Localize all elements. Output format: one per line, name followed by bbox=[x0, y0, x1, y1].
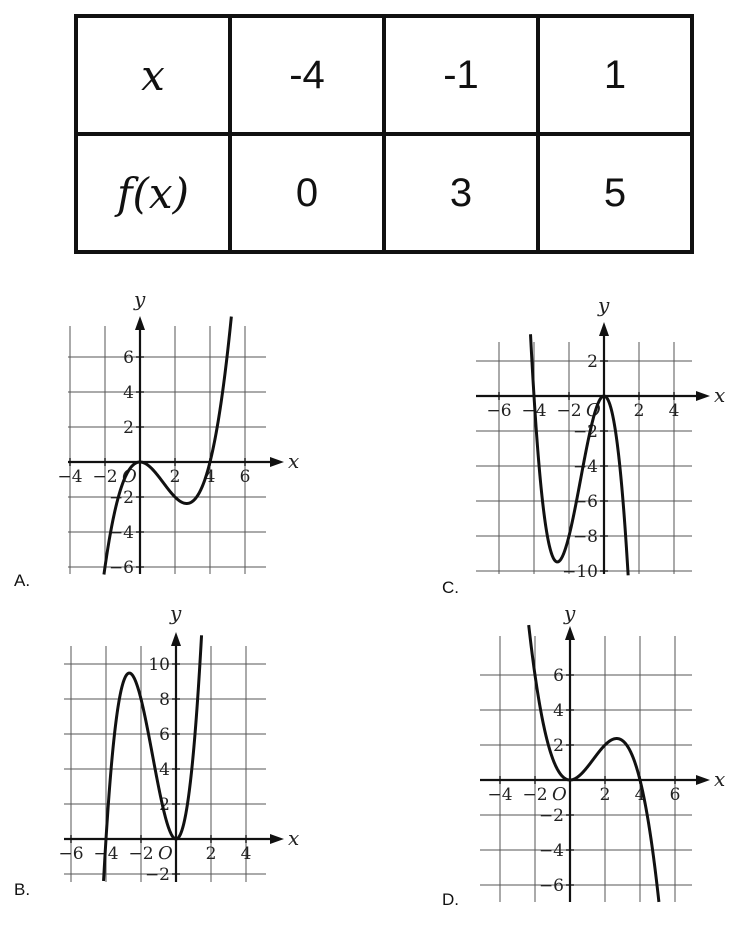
x-tick-label: 2 bbox=[170, 467, 181, 487]
y-tick-label: 4 bbox=[123, 383, 134, 403]
y-tick-label: 4 bbox=[553, 701, 564, 721]
y-axis-label: y bbox=[563, 606, 576, 625]
graph-option-a[interactable]: −4 −2 2 4 6 −6 −4 −2 2 4 6 Ox y bbox=[40, 288, 312, 590]
x-axis-label: x bbox=[288, 449, 299, 473]
x-tick-label: −2 bbox=[128, 844, 153, 864]
x-tick-label: −4 bbox=[487, 785, 512, 805]
y-axis-label: y bbox=[597, 293, 610, 317]
x-tick-label: 6 bbox=[670, 785, 681, 805]
origin-label: O bbox=[122, 466, 137, 487]
y-tick-label: −2 bbox=[573, 422, 598, 442]
y-axis-arrow-icon bbox=[565, 626, 575, 640]
x-tick-label: 2 bbox=[600, 785, 611, 805]
y-tick-label: 2 bbox=[587, 352, 598, 372]
x-tick-label: −6 bbox=[58, 844, 83, 864]
graph-option-d[interactable]: −4 −2 2 4 6 −6 −4 −2 2 4 6 Ox y bbox=[470, 606, 738, 906]
y-tick-label: 2 bbox=[159, 795, 170, 815]
x-axis-arrow-icon bbox=[270, 834, 284, 844]
x-axis-label: x bbox=[714, 767, 725, 791]
function-curve bbox=[529, 334, 630, 576]
table-cell-fx: 5 bbox=[536, 132, 694, 254]
x-axis-label: x bbox=[288, 826, 299, 850]
x-axis-arrow-icon bbox=[696, 391, 710, 401]
y-tick-label: 6 bbox=[553, 666, 564, 686]
table-row-x: x -4 -1 1 bbox=[74, 14, 694, 136]
y-tick-label: 2 bbox=[123, 418, 134, 438]
y-tick-label: −4 bbox=[109, 523, 134, 543]
x-tick-label: 4 bbox=[241, 844, 252, 864]
x-axis-arrow-icon bbox=[270, 457, 284, 467]
y-axis-label: y bbox=[133, 288, 146, 311]
x-axis-arrow-icon bbox=[696, 775, 710, 785]
table-cell-x: -1 bbox=[382, 14, 540, 136]
x-tick-label: 6 bbox=[240, 467, 251, 487]
x-tick-label: 2 bbox=[206, 844, 217, 864]
y-axis-arrow-icon bbox=[171, 632, 181, 646]
function-curve bbox=[102, 316, 233, 575]
table-cell-fx: 3 bbox=[382, 132, 540, 254]
value-table: x -4 -1 1 f(x) 0 3 5 bbox=[74, 14, 694, 254]
option-label-b: B. bbox=[14, 880, 31, 899]
table-cell-fx: 0 bbox=[228, 132, 386, 254]
origin-label: O bbox=[552, 784, 567, 805]
y-tick-label: −8 bbox=[573, 527, 598, 547]
y-tick-label: −2 bbox=[145, 865, 170, 885]
x-tick-label: 4 bbox=[205, 467, 216, 487]
option-label-d: D. bbox=[442, 890, 459, 909]
table-header-fx: f(x) bbox=[74, 132, 232, 254]
table-header-x: x bbox=[74, 14, 232, 136]
y-tick-label: −2 bbox=[539, 806, 564, 826]
y-tick-label: −6 bbox=[539, 876, 564, 896]
y-tick-label: −4 bbox=[539, 841, 564, 861]
function-curve bbox=[527, 624, 661, 903]
y-tick-label: 10 bbox=[148, 655, 170, 675]
y-tick-label: −10 bbox=[562, 562, 598, 582]
table-cell-x: -4 bbox=[228, 14, 386, 136]
function-curve bbox=[102, 635, 204, 882]
y-tick-label: −4 bbox=[573, 457, 598, 477]
y-axis-arrow-icon bbox=[599, 322, 609, 336]
x-tick-label: −2 bbox=[556, 401, 581, 421]
y-axis-arrow-icon bbox=[135, 316, 145, 330]
y-tick-label: 2 bbox=[553, 736, 564, 756]
x-tick-label: 4 bbox=[635, 785, 646, 805]
y-tick-label: 8 bbox=[159, 690, 170, 710]
y-tick-label: 6 bbox=[159, 725, 170, 745]
y-tick-label: −2 bbox=[109, 488, 134, 508]
table-cell-x: 1 bbox=[536, 14, 694, 136]
x-tick-label: −2 bbox=[92, 467, 117, 487]
option-label-c: C. bbox=[442, 578, 459, 597]
origin-label: O bbox=[158, 843, 173, 864]
y-tick-label: 4 bbox=[159, 760, 170, 780]
y-axis-label: y bbox=[169, 601, 182, 625]
option-label-a: A. bbox=[14, 571, 31, 590]
x-axis-label: x bbox=[714, 383, 725, 407]
x-tick-label: −6 bbox=[486, 401, 511, 421]
y-tick-label: −6 bbox=[573, 492, 598, 512]
table-row-fx: f(x) 0 3 5 bbox=[74, 132, 694, 254]
x-tick-label: −4 bbox=[57, 467, 82, 487]
y-tick-label: −6 bbox=[109, 558, 134, 578]
x-tick-label: 4 bbox=[669, 401, 680, 421]
y-tick-label: 6 bbox=[123, 348, 134, 368]
x-tick-label: 2 bbox=[634, 401, 645, 421]
x-tick-label: −2 bbox=[522, 785, 547, 805]
